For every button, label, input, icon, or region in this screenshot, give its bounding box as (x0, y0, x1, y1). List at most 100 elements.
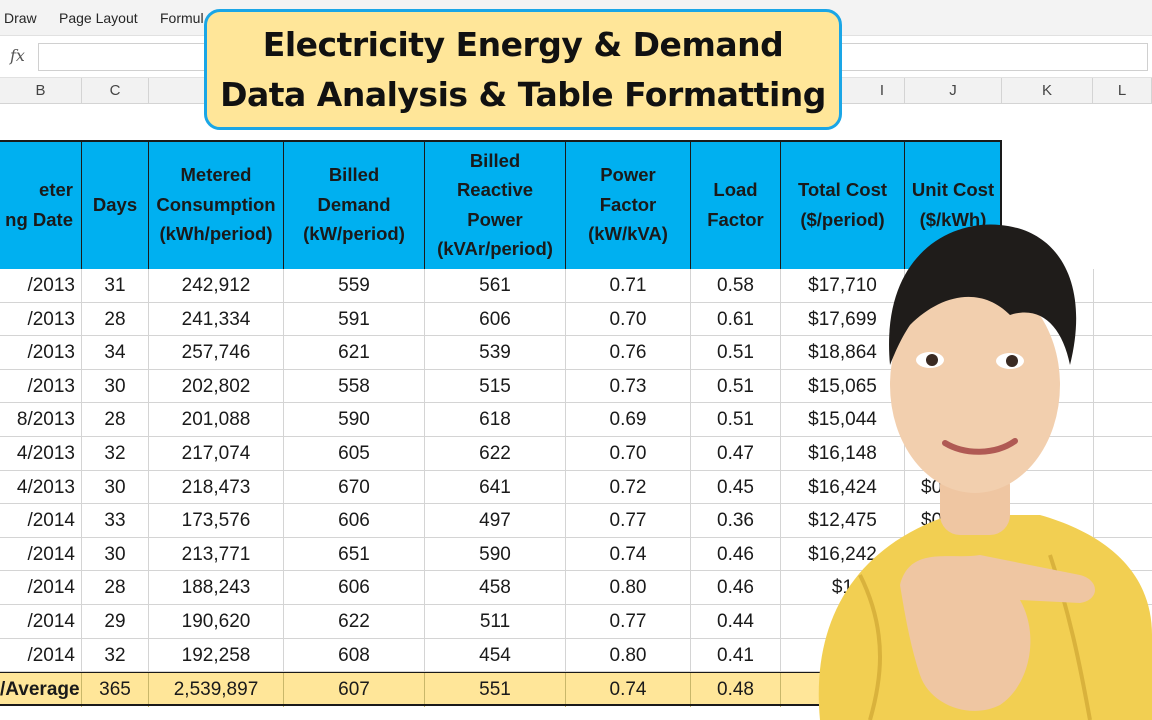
table-cell[interactable]: 241,334 (149, 302, 284, 337)
table-cell[interactable]: 0.41 (691, 638, 781, 673)
table-header-cell[interactable]: Metered Consumption (kWh/period) (149, 140, 284, 269)
total-cell[interactable]: 551 (425, 673, 566, 708)
table-cell[interactable]: $12,475 (781, 504, 905, 538)
table-cell[interactable]: 0.77 (566, 605, 691, 639)
menu-draw[interactable]: Draw (4, 10, 37, 26)
total-cell[interactable]: 0.48 (691, 673, 781, 708)
column-header-l[interactable]: L (1093, 78, 1152, 104)
table-cell[interactable]: 28 (82, 302, 149, 337)
table-cell[interactable]: 0.51 (691, 369, 781, 404)
table-cell[interactable]: 0.61 (691, 302, 781, 337)
table-cell[interactable]: 0.77 (566, 504, 691, 538)
table-cell[interactable]: 0.80 (566, 571, 691, 605)
table-header-cell[interactable]: Days (82, 140, 149, 269)
table-cell[interactable]: 0.76 (566, 336, 691, 370)
table-cell[interactable]: 30 (82, 369, 149, 404)
table-cell[interactable]: 0.58 (691, 269, 781, 303)
table-cell[interactable]: 8/2013 (0, 403, 82, 437)
table-cell[interactable]: 454 (425, 638, 566, 673)
total-cell[interactable]: /Average (0, 673, 82, 708)
table-cell[interactable]: 515 (425, 369, 566, 404)
total-cell[interactable]: 0.74 (566, 673, 691, 708)
table-cell[interactable]: 32 (82, 437, 149, 471)
table-cell[interactable]: 0.73 (566, 369, 691, 404)
table-cell[interactable]: 621 (284, 336, 425, 370)
table-cell[interactable]: 34 (82, 336, 149, 370)
table-cell[interactable]: 606 (284, 571, 425, 605)
table-cell[interactable]: 0.70 (566, 302, 691, 337)
table-cell[interactable]: /2013 (0, 302, 82, 337)
table-cell[interactable]: 0.46 (691, 571, 781, 605)
table-cell[interactable]: 190,620 (149, 605, 284, 639)
table-cell[interactable]: 0.36 (691, 504, 781, 538)
table-cell[interactable]: 30 (82, 470, 149, 505)
table-cell[interactable]: 4/2013 (0, 470, 82, 505)
table-header-cell[interactable]: Billed Reactive Power (kVAr/period) (425, 140, 566, 269)
table-cell[interactable]: 0.70 (566, 437, 691, 471)
table-cell[interactable]: 561 (425, 269, 566, 303)
table-cell[interactable]: 0.47 (691, 437, 781, 471)
table-cell[interactable]: /2014 (0, 537, 82, 572)
table-cell[interactable]: /2013 (0, 336, 82, 370)
total-cell[interactable]: 365 (82, 673, 149, 708)
table-header-cell[interactable]: eter ng Date (0, 140, 82, 269)
table-cell[interactable]: 559 (284, 269, 425, 303)
table-cell[interactable]: 28 (82, 571, 149, 605)
table-cell[interactable]: 192,258 (149, 638, 284, 673)
table-cell[interactable]: 590 (425, 537, 566, 572)
table-cell[interactable]: 0.69 (566, 403, 691, 437)
table-cell[interactable]: 497 (425, 504, 566, 538)
table-cell[interactable]: /2014 (0, 571, 82, 605)
table-cell[interactable]: 458 (425, 571, 566, 605)
table-cell[interactable]: 30 (82, 537, 149, 572)
table-cell[interactable]: 218,473 (149, 470, 284, 505)
table-cell[interactable]: 0.51 (691, 336, 781, 370)
table-cell[interactable]: 618 (425, 403, 566, 437)
table-cell[interactable]: 622 (425, 437, 566, 471)
table-cell[interactable]: 201,088 (149, 403, 284, 437)
table-header-cell[interactable]: Total Cost ($/period) (781, 140, 905, 269)
table-header-cell[interactable]: Billed Demand (kW/period) (284, 140, 425, 269)
column-header-j[interactable]: J (905, 78, 1002, 104)
table-header-cell[interactable]: Power Factor (kW/kVA) (566, 140, 691, 269)
table-cell[interactable]: 0.46 (691, 537, 781, 572)
table-cell[interactable]: 0.74 (566, 537, 691, 572)
column-header-k[interactable]: K (1002, 78, 1093, 104)
table-cell[interactable]: /2014 (0, 605, 82, 639)
table-cell[interactable]: 217,074 (149, 437, 284, 471)
table-cell[interactable]: 188,243 (149, 571, 284, 605)
table-cell[interactable]: 0.45 (691, 470, 781, 505)
table-cell[interactable]: 202,802 (149, 369, 284, 404)
table-cell[interactable]: $16,424 (781, 470, 905, 505)
table-cell[interactable]: 511 (425, 605, 566, 639)
column-header-c[interactable]: C (82, 78, 149, 104)
table-cell[interactable]: 0.71 (566, 269, 691, 303)
table-cell[interactable]: 558 (284, 369, 425, 404)
table-cell[interactable]: /2013 (0, 369, 82, 404)
table-cell[interactable]: 28 (82, 403, 149, 437)
total-cell[interactable]: 607 (284, 673, 425, 708)
column-header-b[interactable]: B (0, 78, 82, 104)
table-cell[interactable]: 4/2013 (0, 437, 82, 471)
table-cell[interactable]: 605 (284, 437, 425, 471)
table-cell[interactable]: /2014 (0, 504, 82, 538)
table-cell[interactable]: 651 (284, 537, 425, 572)
table-cell[interactable]: $16,148 (781, 437, 905, 471)
table-cell[interactable]: 622 (284, 605, 425, 639)
table-cell[interactable]: 31 (82, 269, 149, 303)
table-header-cell[interactable]: Load Factor (691, 140, 781, 269)
table-cell[interactable]: 32 (82, 638, 149, 673)
table-cell[interactable]: 0.51 (691, 403, 781, 437)
table-cell[interactable]: /2014 (0, 638, 82, 673)
table-cell[interactable]: 0.72 (566, 470, 691, 505)
table-cell[interactable]: /2013 (0, 269, 82, 303)
table-cell[interactable]: 606 (425, 302, 566, 337)
menu-page-layout[interactable]: Page Layout (59, 10, 138, 26)
table-cell[interactable]: 242,912 (149, 269, 284, 303)
table-cell[interactable]: 0.44 (691, 605, 781, 639)
table-cell[interactable]: 591 (284, 302, 425, 337)
fx-icon[interactable]: fx (10, 46, 25, 65)
table-cell[interactable]: 0.80 (566, 638, 691, 673)
table-cell[interactable]: 213,771 (149, 537, 284, 572)
total-cell[interactable]: 2,539,897 (149, 673, 284, 708)
